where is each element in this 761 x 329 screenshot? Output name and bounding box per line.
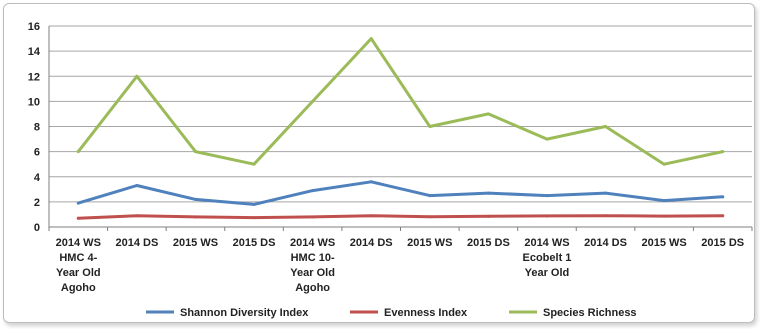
data-point: [252, 162, 256, 166]
x-tick-label: 2015 WS: [173, 237, 218, 249]
legend-label: Evenness Index: [384, 307, 468, 319]
x-tick-label: 2014 WS HMC 10- Year Old Agoho: [290, 237, 335, 294]
x-tick-label-line: 2015 WS: [173, 237, 218, 249]
data-point: [311, 215, 315, 219]
data-point: [721, 150, 725, 154]
data-point: [428, 194, 432, 198]
data-point: [193, 215, 197, 219]
data-point: [428, 125, 432, 128]
y-tick-label-16: 16: [28, 21, 40, 33]
data-point: [428, 215, 432, 219]
y-tick-label-0: 0: [34, 222, 40, 234]
x-tick-label-line: 2014 WS: [524, 237, 569, 249]
x-tick-label-line: 2014 WS: [56, 237, 101, 249]
x-tick-label: 2014 WS HMC 4- Year Old Agoho: [56, 237, 101, 294]
x-tick-label-line: Year Old: [290, 267, 335, 279]
x-tick-label-line: 2015 DS: [701, 237, 744, 249]
y-tick-label-2: 2: [34, 197, 40, 209]
data-point: [545, 194, 549, 198]
x-tick-label-line: Year Old: [525, 267, 570, 279]
data-point: [369, 214, 373, 218]
x-tick-label-line: 2015 WS: [407, 237, 452, 249]
data-point: [486, 112, 490, 116]
data-point: [193, 197, 197, 201]
x-tick-label: 2014 WS Ecobelt 1 Year Old: [523, 237, 572, 279]
x-tick-label-line: Year Old: [56, 267, 101, 279]
x-tick-label-line: 2014 DS: [584, 237, 627, 249]
y-tick-label-12: 12: [28, 71, 40, 83]
series-line-shannon-diversity-index: [76, 180, 725, 206]
y-tick-label-4: 4: [34, 172, 41, 184]
x-tick-label-line: 2015 DS: [467, 237, 510, 249]
data-point: [369, 180, 373, 184]
chart-frame: [3, 3, 755, 323]
data-point: [721, 195, 725, 199]
data-point: [545, 214, 549, 218]
x-tick-label-line: 2014 DS: [115, 237, 158, 249]
data-point: [486, 191, 490, 195]
x-tick-label: 2014 DS: [584, 237, 627, 249]
series-line-species-richness: [76, 37, 725, 166]
data-point: [545, 137, 549, 141]
data-point: [721, 214, 725, 218]
legend-label: Species Richness: [543, 307, 637, 319]
data-point: [252, 202, 256, 206]
data-point: [604, 191, 608, 195]
x-tick-label: 2015 DS: [467, 237, 510, 249]
x-tick-label: 2015 WS: [407, 237, 452, 249]
x-tick-label-line: HMC 4-: [59, 252, 97, 264]
x-tick-label: 2014 DS: [350, 237, 393, 249]
data-point: [76, 216, 80, 220]
y-tick-label-6: 6: [34, 147, 40, 159]
data-point: [369, 37, 373, 41]
data-point: [135, 184, 139, 188]
x-tick-label: 2015 DS: [701, 237, 744, 249]
data-point: [76, 201, 80, 205]
data-point: [135, 214, 139, 218]
x-tick-label-line: 2015 DS: [233, 237, 276, 249]
x-tick-label: 2014 DS: [115, 237, 158, 249]
data-point: [486, 214, 490, 218]
data-point: [311, 99, 315, 103]
x-tick-label-line: HMC 10-: [291, 252, 335, 264]
y-tick-label-14: 14: [28, 46, 41, 58]
x-tick-label-line: Agoho: [61, 282, 96, 294]
x-tick-label: 2015 WS: [642, 237, 687, 249]
x-tick-label-line: 2015 WS: [642, 237, 687, 249]
data-point: [135, 74, 139, 78]
x-tick-label-line: Ecobelt 1: [523, 252, 572, 264]
data-point: [311, 189, 315, 193]
x-tick-label-line: 2014 WS: [290, 237, 335, 249]
data-point: [662, 162, 666, 166]
x-tick-label-line: 2014 DS: [350, 237, 393, 249]
y-tick-label-8: 8: [34, 122, 40, 134]
data-point: [252, 216, 256, 220]
x-tick-label: 2015 DS: [233, 237, 276, 249]
y-tick-label-10: 10: [28, 96, 40, 108]
data-point: [193, 150, 197, 154]
data-point: [662, 199, 666, 203]
data-point: [604, 214, 608, 218]
x-tick-label-line: Agoho: [295, 282, 330, 294]
data-point: [604, 125, 608, 128]
legend-label: Shannon Diversity Index: [180, 307, 309, 319]
series-line-evenness-index: [76, 214, 725, 220]
data-point: [662, 214, 666, 218]
data-point: [76, 150, 80, 154]
